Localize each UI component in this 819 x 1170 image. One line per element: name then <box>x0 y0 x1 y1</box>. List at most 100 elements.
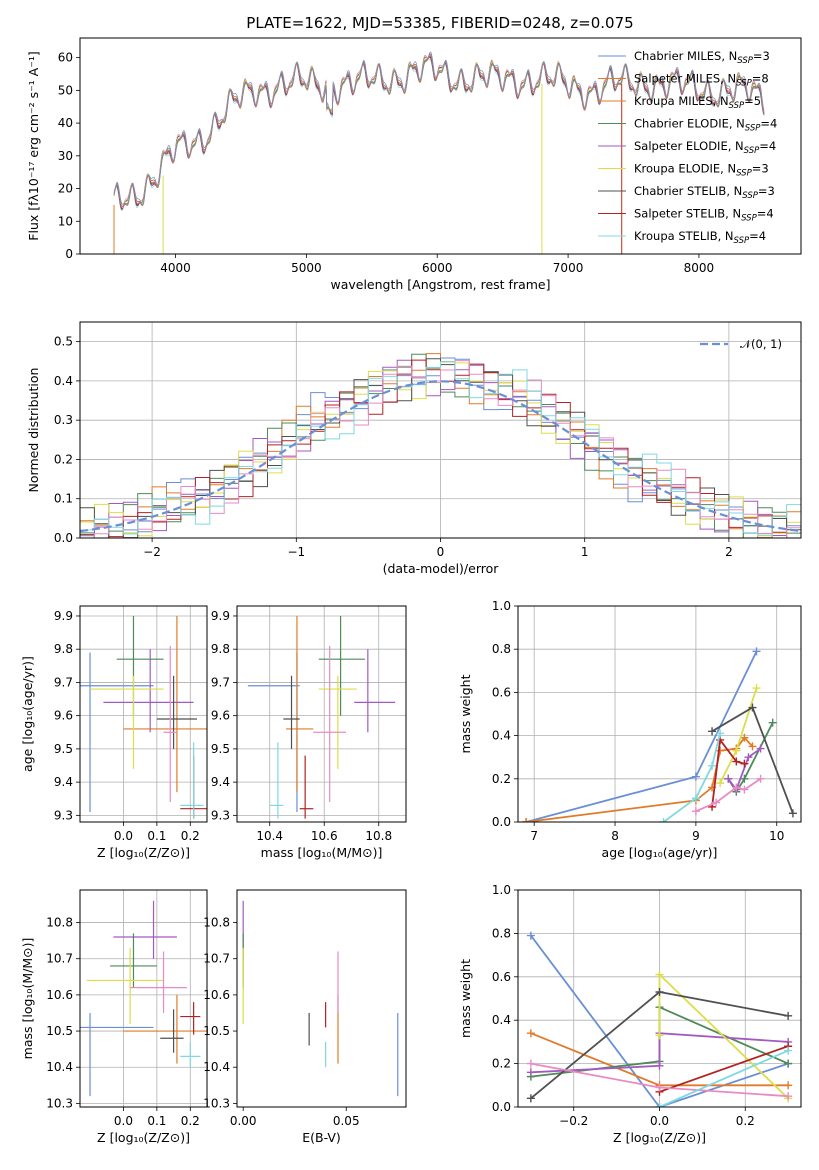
y-tick-label: 0.2 <box>492 772 511 786</box>
mass-vs-z-data <box>80 890 207 1107</box>
y-axis-label: mass weight <box>458 959 473 1038</box>
y-tick-label: 10 <box>58 214 73 228</box>
weight-marker <box>655 1083 664 1092</box>
axes-frame <box>79 321 802 539</box>
weight-marker <box>740 785 749 794</box>
y-axis-label: Flux [fλ10⁻¹⁷ erg cm⁻² s⁻¹ A⁻¹] <box>26 51 41 240</box>
y-axis-label: Normed distribution <box>26 368 41 493</box>
spectrum-line <box>113 53 765 207</box>
mass-vs-z-panel: 0.0 0.1 0.2 10.3 10.4 10.5 10.6 10.7 10.8 Z [log₁… <box>20 889 208 1145</box>
spectrum-panel: 4000 5000 6000 7000 8000 0 10 20 30 40 50 60 wavelen… <box>26 37 802 292</box>
weight-marker <box>740 733 749 742</box>
spectrum-line <box>113 51 765 206</box>
x-tick-label: −0.2 <box>559 1114 588 1128</box>
weight-marker <box>756 774 765 783</box>
y-tick-label: 9.7 <box>54 675 73 689</box>
weight-marker <box>526 931 535 940</box>
y-tick-label: 9.7 <box>211 675 230 689</box>
x-tick-label: 0.00 <box>230 1114 257 1128</box>
y-tick-label: 9.9 <box>211 609 230 623</box>
y-tick-label: 0.6 <box>492 970 511 984</box>
x-tick-label: 0.2 <box>181 829 200 843</box>
y-tick-label: 0.0 <box>54 531 73 545</box>
x-axis-label: Z [log₁₀(Z/Z⊙)] <box>613 1130 706 1145</box>
weight-line <box>659 1045 789 1093</box>
weight-marker <box>526 1059 535 1068</box>
x-tick-label: 0.0 <box>114 829 133 843</box>
age-vs-z-panel: 0.0 0.1 0.2 9.3 9.4 9.5 9.6 9.7 9.8 9.9 Z [log₁₀(Z… <box>20 605 208 860</box>
age-vs-z-data <box>80 606 207 822</box>
x-axis-label: Z [log₁₀(Z/Z⊙)] <box>97 1130 190 1145</box>
x-axis-label: mass [log₁₀(M/M⊙)] <box>261 845 383 860</box>
legend-entry: Kroupa STELIB, NSSP=4 <box>634 229 766 246</box>
age-vs-mass-panel: 10.4 10.6 10.8 9.3 9.4 9.5 9.6 9.7 9.8 9.9 mass [l… <box>211 605 407 860</box>
y-tick-label: 50 <box>58 83 73 97</box>
y-tick-label: 10.4 <box>203 1060 230 1074</box>
x-tick-label: 7000 <box>553 261 584 275</box>
y-tick-label: 40 <box>58 116 73 130</box>
weight-line <box>525 651 758 822</box>
y-tick-label: 1.0 <box>492 883 511 897</box>
legend-entry: Chabrier ELODIE, NSSP=4 <box>634 117 777 134</box>
y-tick-label: 0.2 <box>492 1057 511 1071</box>
y-tick-label: 10.7 <box>46 952 73 966</box>
y-tick-label: 10.5 <box>203 1024 230 1038</box>
y-tick-label: 9.5 <box>54 742 73 756</box>
weight-line <box>727 747 762 792</box>
x-tick-label: −2 <box>143 545 161 559</box>
axes-frame <box>236 889 407 1108</box>
x-tick-label: −1 <box>287 545 305 559</box>
weight-marker <box>752 684 761 693</box>
axes-frame <box>517 605 802 823</box>
legend-entry: 𝒩(0, 1) <box>740 337 782 351</box>
mass-weight-vs-age-data <box>518 606 801 822</box>
weight-line <box>530 935 789 1107</box>
weight-marker <box>716 779 725 788</box>
legend-entry: Salpeter STELIB, NSSP=4 <box>634 207 774 224</box>
weight-marker <box>748 742 757 751</box>
x-tick-label: 0.2 <box>181 1114 200 1128</box>
y-tick-label: 9.4 <box>211 775 230 789</box>
x-tick-label: 0.2 <box>736 1114 755 1128</box>
y-tick-label: 10.6 <box>46 988 73 1002</box>
x-tick-label: 5000 <box>291 261 322 275</box>
x-tick-label: 9 <box>692 829 700 843</box>
weight-marker <box>655 1031 664 1040</box>
y-tick-label: 0.0 <box>492 815 511 829</box>
axes-frame <box>236 605 407 823</box>
weight-marker <box>752 647 761 656</box>
weight-marker <box>784 1046 793 1055</box>
y-tick-label: 9.3 <box>54 808 73 822</box>
weight-marker <box>712 798 721 807</box>
weight-marker <box>659 818 668 822</box>
spectrum-line <box>113 54 765 210</box>
weight-line <box>711 737 745 808</box>
mass-vs-ebv-data <box>242 900 399 1097</box>
x-tick-label: 0 <box>437 545 445 559</box>
weight-line <box>695 778 762 813</box>
normal-curve <box>80 380 801 533</box>
weight-marker <box>691 772 700 781</box>
weight-marker <box>691 794 700 803</box>
mass-weight-vs-z-data <box>518 890 801 1107</box>
weight-marker <box>740 774 749 783</box>
x-tick-label: 4000 <box>160 261 191 275</box>
weight-marker <box>788 809 797 818</box>
y-tick-label: 0.4 <box>492 729 511 743</box>
y-tick-label: 20 <box>58 182 73 196</box>
x-tick-label: 0.0 <box>650 1114 669 1128</box>
y-tick-label: 0.4 <box>54 374 73 388</box>
axes-frame <box>517 889 802 1108</box>
weight-marker <box>744 753 753 762</box>
y-tick-label: 0.1 <box>54 492 73 506</box>
plot-layer: 4000 5000 6000 7000 80000102030405060wavelen… <box>20 37 802 1145</box>
x-tick-label: 8 <box>611 829 619 843</box>
x-axis-label: E(B-V) <box>302 1130 341 1145</box>
weight-marker <box>732 746 741 755</box>
y-tick-label: 0.5 <box>54 335 73 349</box>
legend-entry: Kroupa ELODIE, NSSP=3 <box>634 162 769 179</box>
y-tick-label: 10.7 <box>203 952 230 966</box>
weight-marker <box>716 729 725 738</box>
x-tick-label: 10.4 <box>256 829 283 843</box>
